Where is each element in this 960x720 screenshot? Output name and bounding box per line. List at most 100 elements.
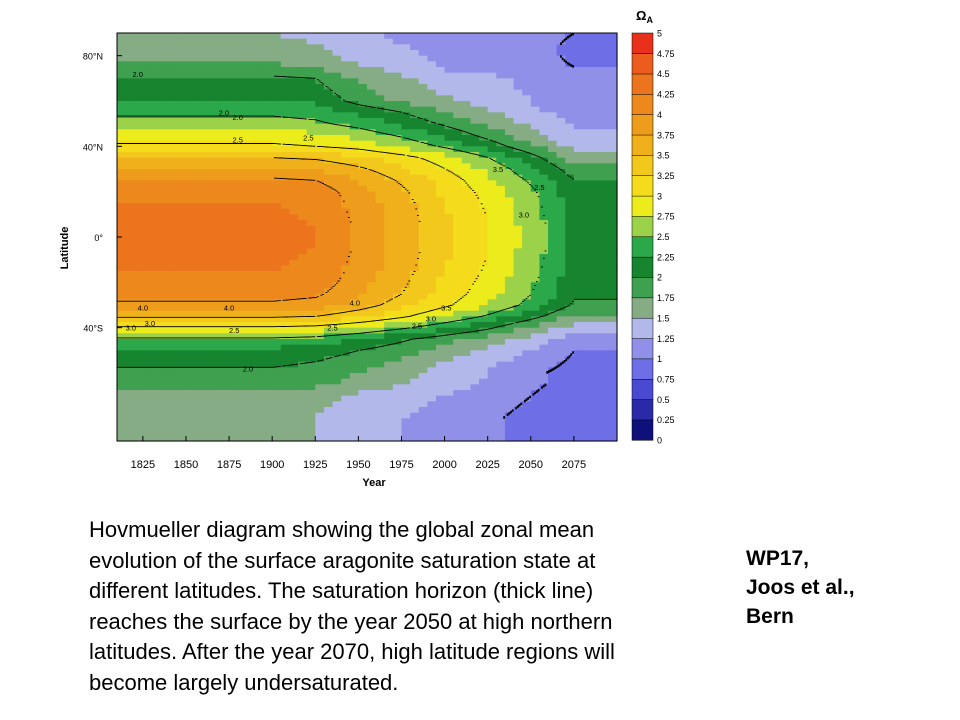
heatmap-cell: [246, 299, 256, 306]
heatmap-cell: [151, 123, 161, 130]
heatmap-cell: [435, 299, 446, 306]
heatmap-cell: [565, 174, 575, 181]
heatmap-cell: [306, 242, 316, 249]
heatmap-cell: [151, 214, 161, 221]
heatmap-cell: [237, 225, 247, 232]
heatmap-cell: [599, 322, 609, 329]
heatmap-cell: [168, 254, 178, 261]
heatmap-cell: [435, 339, 446, 346]
heatmap-cell: [237, 424, 247, 431]
heatmap-cell: [349, 38, 359, 45]
heatmap-cell: [367, 225, 377, 232]
heatmap-cell: [504, 169, 515, 176]
heatmap-cell: [177, 356, 187, 363]
heatmap-cell: [504, 378, 515, 385]
heatmap-cell: [470, 242, 480, 249]
heatmap-cell: [280, 322, 291, 329]
heatmap-cell: [470, 378, 480, 385]
heatmap-cell: [410, 316, 420, 323]
heatmap-cell: [280, 344, 291, 351]
heatmap-cell: [211, 367, 222, 374]
heatmap-cell: [487, 305, 497, 312]
heatmap-cell: [591, 208, 601, 215]
heatmap-cell: [298, 435, 308, 442]
heatmap-cell: [272, 44, 282, 51]
heatmap-cell: [323, 157, 334, 164]
heatmap-cell: [487, 95, 497, 102]
heatmap-cell: [306, 384, 316, 391]
heatmap-cell: [479, 203, 489, 210]
heatmap-cell: [211, 390, 222, 397]
heatmap-cell: [384, 322, 394, 329]
heatmap-cell: [522, 265, 532, 272]
heatmap-cell: [444, 299, 454, 306]
heatmap-cell: [323, 220, 334, 227]
heatmap-cell: [479, 339, 489, 346]
heatmap-cell: [496, 350, 506, 357]
heatmap-cell: [384, 310, 394, 317]
heatmap-cell: [194, 407, 204, 414]
heatmap-cell: [125, 339, 135, 346]
heatmap-cell: [142, 129, 153, 136]
heatmap-cell: [556, 401, 566, 408]
heatmap-cell: [461, 203, 472, 210]
heatmap-cell: [392, 265, 403, 272]
heatmap-cell: [211, 424, 222, 431]
heatmap-cell: [539, 50, 549, 57]
heatmap-cell: [220, 395, 230, 402]
heatmap-cell: [142, 265, 153, 272]
heatmap-cell: [323, 310, 334, 317]
heatmap-cell: [168, 61, 178, 68]
heatmap-cell: [444, 197, 454, 204]
heatmap-cell: [548, 254, 558, 261]
heatmap-cell: [289, 174, 299, 181]
heatmap-cell: [375, 367, 385, 374]
heatmap-cell: [384, 242, 394, 249]
heatmap-cell: [280, 152, 291, 159]
heatmap-cell: [220, 44, 230, 51]
heatmap-cell: [177, 84, 187, 91]
heatmap-cell: [160, 61, 170, 68]
heatmap-cell: [427, 203, 437, 210]
heatmap-cell: [203, 316, 213, 323]
heatmap-cell: [530, 220, 541, 227]
heatmap-cell: [608, 242, 618, 249]
heatmap-cell: [358, 316, 368, 323]
heatmap-cell: [358, 112, 368, 119]
heatmap-cell: [461, 373, 472, 380]
heatmap-cell: [479, 157, 489, 164]
heatmap-cell: [479, 316, 489, 323]
heatmap-cell: [125, 435, 135, 442]
heatmap-cell: [410, 72, 420, 79]
heatmap-cell: [444, 322, 454, 329]
heatmap-cell: [513, 44, 523, 51]
heatmap-cell: [530, 129, 541, 136]
heatmap-cell: [367, 395, 377, 402]
heatmap-cell: [453, 191, 463, 198]
heatmap-cell: [289, 220, 299, 227]
heatmap-cell: [522, 203, 532, 210]
heatmap-cell: [315, 288, 325, 295]
heatmap-cell: [272, 339, 282, 346]
heatmap-cell: [315, 316, 325, 323]
heatmap-cell: [349, 361, 359, 368]
heatmap-cell: [427, 33, 437, 40]
heatmap-cell: [565, 55, 575, 62]
heatmap-cell: [410, 61, 420, 68]
heatmap-cell: [599, 191, 609, 198]
heatmap-cell: [289, 55, 299, 62]
heatmap-cell: [160, 225, 170, 232]
colorbar-tick-label: 4.25: [657, 90, 675, 100]
heatmap-cell: [177, 214, 187, 221]
heatmap-cell: [134, 424, 144, 431]
heatmap-cell: [246, 242, 256, 249]
heatmap-cell: [306, 339, 316, 346]
heatmap-cell: [125, 231, 135, 238]
heatmap-cell: [229, 67, 239, 74]
heatmap-cell: [461, 135, 472, 142]
heatmap-cell: [229, 101, 239, 108]
heatmap-cell: [496, 271, 506, 278]
heatmap-cell: [237, 407, 247, 414]
heatmap-cell: [513, 38, 523, 45]
heatmap-cell: [237, 344, 247, 351]
